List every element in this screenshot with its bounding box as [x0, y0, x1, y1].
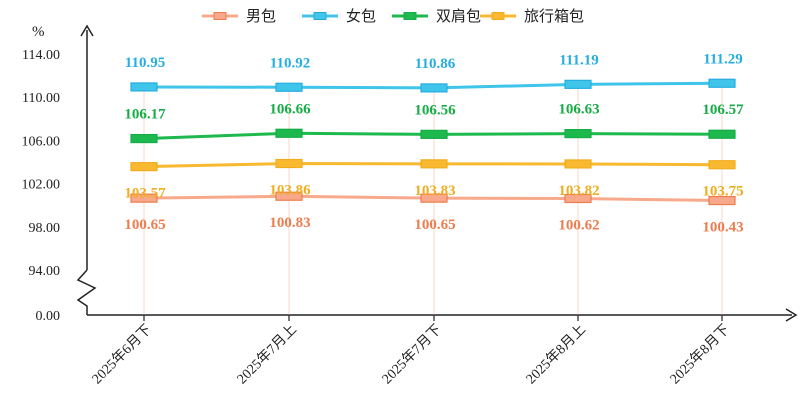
x-tick-label: 2025年8月下 — [667, 322, 733, 388]
data-point — [708, 78, 736, 88]
data-label: 103.86 — [269, 183, 311, 199]
x-tick-label: 2025年7月下 — [379, 322, 445, 388]
data-label: 103.75 — [702, 184, 743, 200]
data-label: 106.66 — [269, 101, 311, 117]
y-tick-label: 110.00 — [22, 91, 60, 106]
data-label: 100.65 — [124, 217, 165, 233]
data-label: 100.65 — [414, 217, 455, 233]
data-point — [420, 129, 448, 139]
data-point — [275, 82, 303, 92]
data-point — [420, 193, 448, 203]
legend-label: 男包 — [246, 7, 276, 25]
data-point — [275, 128, 303, 138]
y-axis-break — [76, 269, 97, 315]
data-labels: 100.65 100.83 100.65 100.62 100.43 110.95 110.… — [124, 51, 744, 235]
legend-label: 旅行箱包 — [524, 7, 584, 25]
legend-label: 女包 — [346, 7, 376, 25]
data-point — [708, 160, 736, 170]
x-tick-label: 2025年7月上 — [234, 322, 300, 388]
data-point — [130, 82, 158, 92]
axes: % — [32, 24, 798, 322]
data-point — [420, 159, 448, 169]
data-point — [564, 193, 592, 204]
data-label: 106.63 — [558, 102, 599, 118]
legend-swatch-marker — [213, 12, 227, 20]
x-axis-arrow — [785, 308, 798, 322]
data-label: 100.83 — [269, 215, 310, 231]
data-label: 110.86 — [415, 56, 456, 72]
data-point — [130, 193, 158, 203]
data-label: 103.57 — [124, 186, 166, 202]
data-point — [275, 158, 303, 169]
y-tick-label: 0.00 — [36, 309, 61, 324]
data-point — [420, 83, 448, 93]
data-label: 106.57 — [702, 102, 744, 118]
data-label: 100.43 — [702, 220, 743, 236]
data-label: 103.82 — [558, 183, 599, 199]
y-tick-label: 102.00 — [22, 178, 61, 193]
y-tick-label: 106.00 — [22, 134, 61, 149]
x-tick-label: 2025年8月上 — [523, 322, 589, 388]
legend-swatch-marker — [491, 12, 505, 20]
legend-swatch-marker — [313, 12, 327, 20]
data-label: 110.92 — [270, 55, 310, 71]
legend-label: 双肩包 — [436, 7, 481, 25]
data-label: 100.62 — [558, 218, 599, 234]
data-point — [275, 191, 303, 201]
y-axis-arrow — [80, 24, 94, 37]
data-label: 110.95 — [125, 55, 165, 71]
data-point — [130, 133, 158, 144]
data-label: 106.56 — [414, 102, 456, 118]
data-label: 106.17 — [124, 107, 166, 123]
y-ticks: 0.00 94.00 98.00 102.00 106.00 110.00 114.00 — [22, 48, 61, 324]
data-point — [564, 128, 592, 139]
data-point — [564, 79, 592, 89]
legend-swatch-marker — [403, 12, 417, 20]
x-ticks: 2025年6月下 2025年7月上 2025年7月下 2025年8月上 2025年8月下 — [89, 315, 733, 387]
y-tick-label: 114.00 — [22, 48, 60, 63]
legend: 男包 女包 双肩包 旅行箱包 — [202, 7, 584, 25]
data-label: 111.19 — [559, 52, 599, 68]
y-tick-label: 98.00 — [29, 221, 61, 236]
data-point — [708, 195, 736, 206]
data-point — [130, 162, 158, 172]
data-point — [564, 159, 592, 169]
y-unit-label: % — [32, 24, 45, 40]
data-label: 103.83 — [414, 183, 455, 199]
data-label: 111.29 — [703, 51, 743, 67]
y-tick-label: 94.00 — [29, 264, 61, 279]
data-point — [708, 129, 736, 139]
series-group — [130, 78, 736, 206]
x-tick-label: 2025年6月下 — [89, 322, 155, 388]
